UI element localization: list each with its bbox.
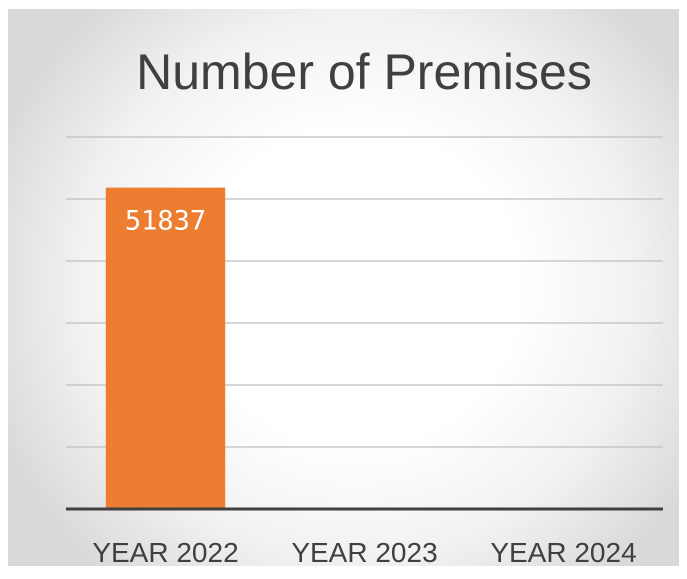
bar-chart: Number of Premises 51837 YEAR 2022 YEAR 2… — [66, 44, 663, 568]
x-tick-label: YEAR 2023 — [291, 537, 437, 568]
chart-title: Number of Premises — [136, 44, 592, 100]
data-labels: 51837 — [125, 206, 206, 237]
bars — [105, 187, 226, 509]
data-label: 51837 — [125, 206, 206, 237]
bar-year-2022 — [105, 187, 226, 509]
x-tick-label: YEAR 2022 — [92, 537, 238, 568]
x-tick-label: YEAR 2024 — [490, 537, 636, 568]
x-axis-ticks: YEAR 2022 YEAR 2023 YEAR 2024 — [92, 537, 636, 568]
chart-area: Number of Premises 51837 YEAR 2022 YEAR 2… — [8, 9, 679, 568]
